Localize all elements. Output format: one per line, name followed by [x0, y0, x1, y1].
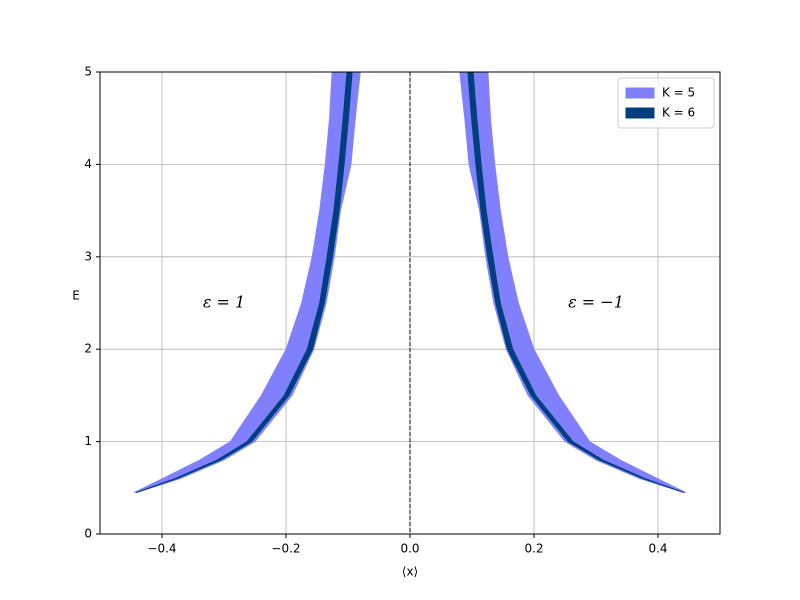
y-tick-label: 3	[84, 249, 92, 263]
annotation: ε = −1	[568, 293, 624, 312]
y-tick-label: 5	[84, 65, 92, 79]
annotation: ε = 1	[203, 293, 245, 312]
y-axis-label: E	[72, 289, 80, 303]
legend-swatch	[625, 87, 655, 99]
legend-label: K = 6	[662, 106, 695, 120]
y-tick-label: 2	[84, 342, 92, 356]
y-tick-label: 4	[84, 157, 92, 171]
y-tick-label: 1	[84, 434, 92, 448]
legend-label: K = 5	[662, 86, 695, 100]
band-area	[467, 72, 685, 493]
band-area	[133, 72, 361, 493]
x-tick-label: 0.0	[400, 542, 419, 556]
x-tick-label: 0.4	[648, 542, 667, 556]
band-area	[459, 72, 687, 493]
band-area	[135, 72, 353, 493]
legend: K = 5 K = 6	[617, 77, 715, 129]
x-tick-label: −0.2	[271, 542, 300, 556]
x-tick-label: −0.4	[147, 542, 176, 556]
legend-swatch	[625, 107, 655, 119]
y-tick-label: 0	[84, 527, 92, 541]
x-axis-label: ⟨x⟩	[402, 565, 418, 579]
x-tick-label: 0.2	[524, 542, 543, 556]
